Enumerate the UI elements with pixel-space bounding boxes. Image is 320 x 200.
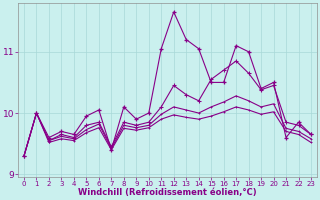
X-axis label: Windchill (Refroidissement éolien,°C): Windchill (Refroidissement éolien,°C) bbox=[78, 188, 257, 197]
